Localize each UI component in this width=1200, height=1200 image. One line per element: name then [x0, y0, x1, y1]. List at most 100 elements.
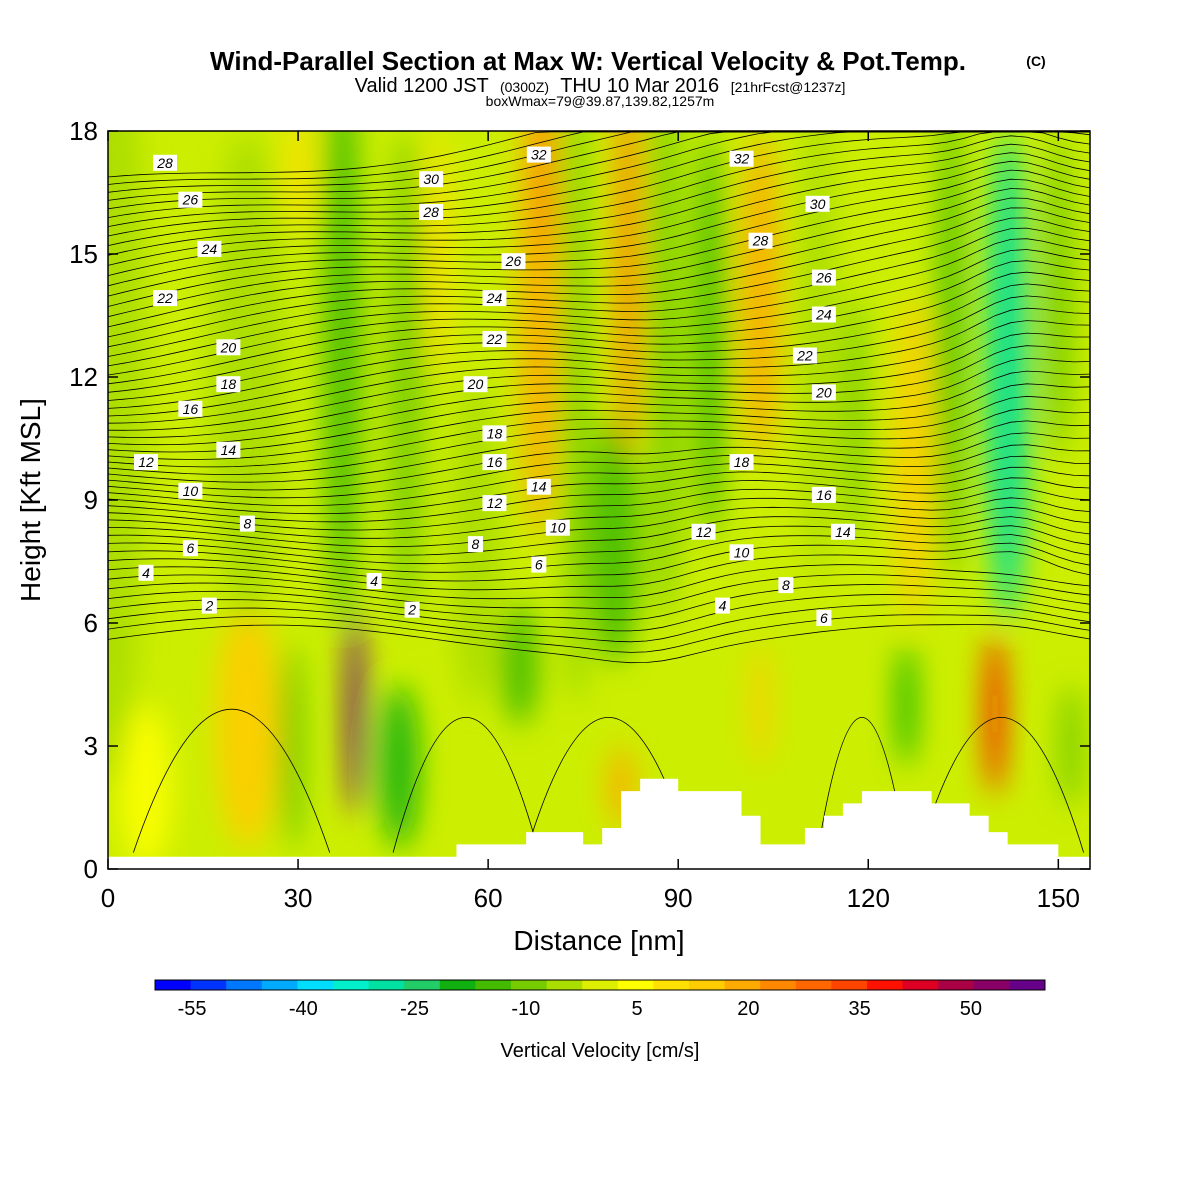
contour-label-text: 30 [810, 196, 826, 212]
contour-label-29: 32 [526, 146, 551, 163]
contour-label-3: 22 [153, 290, 178, 307]
contour-label-text: 2 [204, 598, 213, 614]
contour-label-box [482, 454, 507, 471]
colorbar-swatch [689, 980, 726, 990]
contour-label-17: 24 [482, 290, 507, 307]
contour-label-box [482, 495, 507, 512]
y-tick-label: 18 [69, 116, 98, 146]
contour-label-25: 8 [467, 536, 483, 553]
contour-label-text: 12 [138, 454, 154, 470]
isentrope-line-36 [108, 227, 1090, 357]
plot-area: 2826242220181614121086423028262422201816… [108, 131, 1090, 869]
isentrope-line-35 [108, 238, 1090, 367]
isentrope-line-24 [108, 370, 1090, 453]
copyright-mark: (C) [1026, 53, 1045, 69]
contour-label-21: 16 [482, 454, 507, 471]
isentrope-line-6 [108, 564, 1090, 600]
colorbar-tick-label: 5 [632, 998, 643, 1020]
velocity-cell-8 [380, 684, 419, 849]
isentrope-line-9 [108, 534, 1090, 573]
contour-label-text: 24 [486, 290, 503, 306]
contour-label-8: 12 [134, 454, 159, 471]
isentrope-line-43 [108, 160, 1090, 287]
contour-label-box [467, 536, 483, 553]
contour-label-box [691, 523, 716, 540]
isentrope-line-28 [108, 320, 1090, 424]
velocity-cell-2 [215, 602, 280, 849]
contour-label-box [715, 597, 731, 614]
colorbar-swatch [439, 980, 476, 990]
contour-label-box [748, 232, 773, 249]
contour-label-box [729, 150, 754, 167]
isentrope-line-30 [108, 295, 1090, 409]
contour-label-text: 32 [734, 151, 750, 167]
isentrope-line-46 [108, 135, 1090, 256]
velocity-cell-21 [741, 131, 780, 459]
contour-label-text: 28 [422, 204, 439, 220]
isentrope-line-11 [108, 516, 1090, 556]
isentrope-line-16 [108, 466, 1090, 515]
contour-label-10: 8 [239, 515, 255, 532]
colorbar-tick-label: 20 [737, 998, 759, 1020]
contour-label-41: 10 [729, 544, 754, 561]
velocity-cell-5 [285, 131, 311, 234]
x-tick-label: 150 [1037, 883, 1080, 913]
isentrope-line-12 [108, 506, 1090, 548]
y-tick-label: 9 [84, 485, 98, 515]
isentrope-line-33 [108, 260, 1090, 385]
colorbar-tick-label: 50 [960, 998, 982, 1020]
colorbar-swatch [760, 980, 797, 990]
contour-label-text: 20 [467, 376, 484, 392]
contour-label-box [463, 376, 488, 393]
contour-label-text: 16 [487, 454, 503, 470]
isentrope-line-22 [108, 395, 1090, 468]
contour-label-box [419, 204, 444, 220]
contour-label-39: 14 [830, 523, 855, 540]
isentrope-line-41 [108, 178, 1090, 307]
x-tick-label: 0 [101, 883, 115, 913]
velocity-cell-1 [120, 705, 172, 869]
isentrope-line-21 [108, 408, 1090, 475]
potential-temperature-contours [108, 131, 1090, 853]
contour-label-text: 14 [531, 479, 547, 495]
velocity-cell-7 [345, 610, 365, 816]
isentrope-line-19 [108, 432, 1090, 491]
contour-label-23: 12 [482, 495, 507, 512]
velocity-cell-3 [209, 131, 286, 623]
contour-label-text: 16 [183, 401, 199, 417]
contour-label-box [482, 331, 507, 348]
low-contour-3 [817, 717, 907, 853]
isentrope-line-18 [108, 444, 1090, 499]
y-tick-label: 12 [69, 362, 98, 392]
colorbar-swatch [368, 980, 405, 990]
contour-labels: 2826242220181614121086423028262422201816… [134, 146, 855, 626]
contour-label-box [811, 486, 836, 503]
isentrope-line-15 [108, 477, 1090, 523]
contour-label-box [501, 253, 526, 270]
contour-label-26: 6 [531, 556, 547, 573]
velocity-cell-22 [751, 643, 771, 767]
valid-prefix: Valid 1200 JST [355, 75, 489, 97]
y-tick-label: 3 [84, 731, 98, 761]
contour-label-text: 32 [531, 147, 547, 163]
isentrope-line-29 [108, 307, 1090, 417]
contour-label-33: 26 [811, 269, 836, 286]
velocity-cell-19 [649, 131, 682, 623]
velocity-cell-18 [614, 131, 641, 459]
contour-label-38: 16 [811, 486, 836, 503]
isentrope-line-44 [108, 152, 1090, 276]
terrain-profile [108, 778, 1090, 869]
isentrope-line-8 [108, 542, 1090, 582]
contour-label-12: 4 [138, 564, 154, 581]
isentrope-line-10 [108, 525, 1090, 565]
chart-title: Wind-Parallel Section at Max W: Vertical… [210, 46, 966, 76]
contour-label-text: 10 [550, 520, 566, 536]
isentrope-line-39 [108, 197, 1090, 328]
contour-label-text: 4 [370, 573, 378, 589]
colorbar-tick-label: -55 [178, 998, 207, 1020]
isentrope-line-34 [108, 249, 1090, 376]
velocity-cell-27 [937, 131, 964, 582]
colorbar-swatch [475, 980, 512, 990]
valid-date: THU 10 Mar 2016 [560, 75, 719, 97]
